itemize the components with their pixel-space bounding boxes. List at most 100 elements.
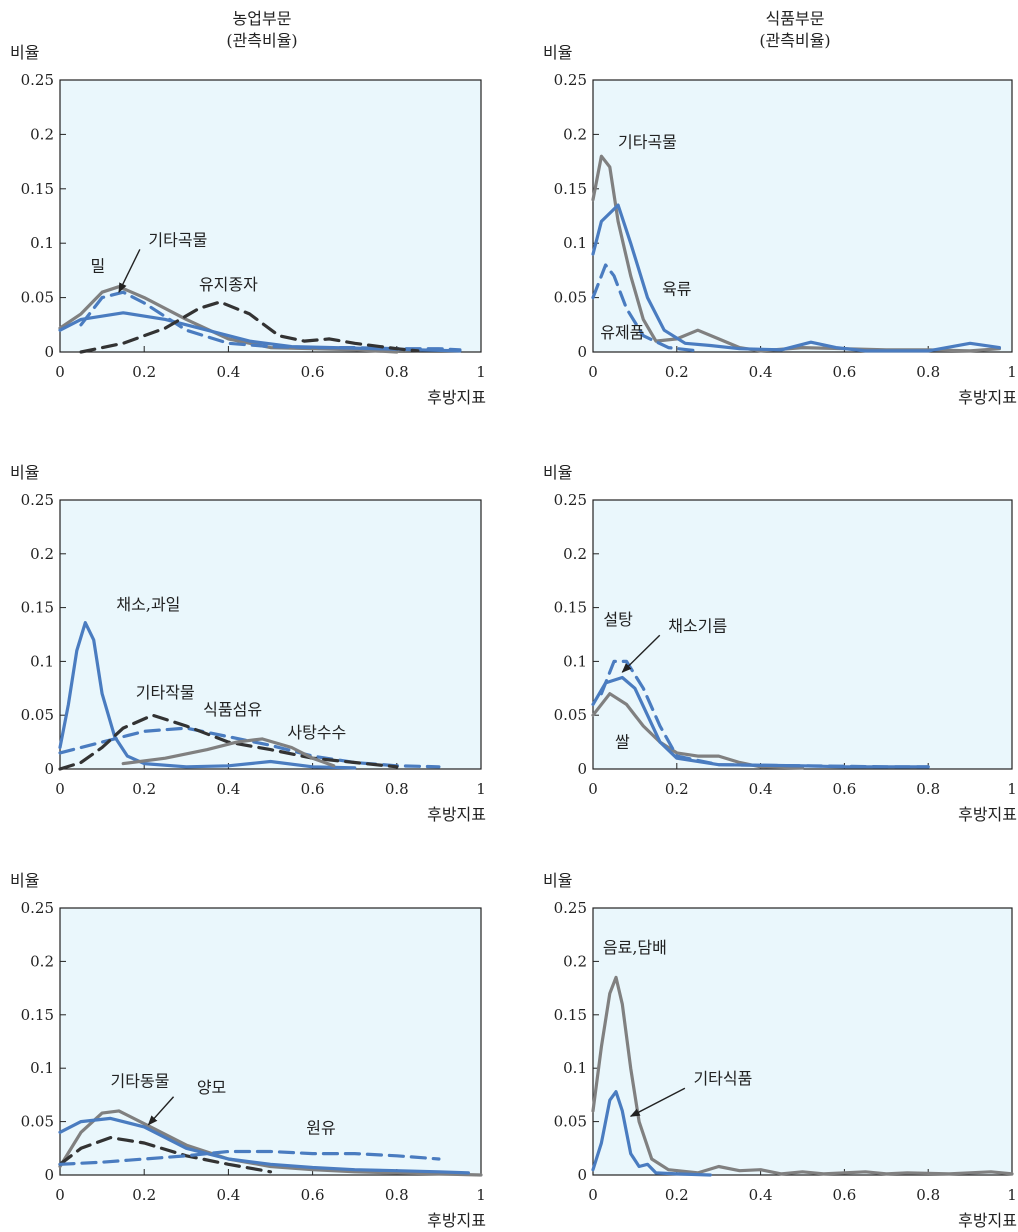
y-axis-label: 비율 [10,463,39,482]
series-line-1 [591,975,1014,1176]
y-tick-label: 0.1 [563,234,587,252]
y-tick-label: 0.15 [21,1006,54,1024]
series-line-2 [58,1116,470,1175]
x-tick-label: 0.2 [132,780,156,798]
y-axis-label: 비율 [543,871,572,890]
x-axis-label: 후방지표 [427,1211,486,1230]
y-tick-label: 0 [577,343,587,361]
y-tick-label: 0.05 [21,1113,54,1131]
y-tick-label: 0 [44,343,54,361]
series-line-3 [58,1136,273,1174]
column-subtitle-left: (관측비율) [226,31,297,50]
x-tick-label: 1 [476,363,486,381]
series-line-4 [79,300,420,354]
x-axis-label: 후방지표 [427,388,486,407]
x-tick-label: 1 [1007,1186,1017,1204]
x-tick-label: 1 [1007,363,1017,381]
x-tick-label: 0 [588,780,598,798]
plot-area [59,499,482,770]
x-tick-label: 0.2 [665,780,689,798]
annotation-arrow [118,249,141,294]
x-tick-label: 1 [476,780,486,798]
x-tick-label: 0.2 [132,1186,156,1204]
y-tick-label: 0.05 [554,1113,587,1131]
x-tick-label: 0.6 [301,363,325,381]
plot-area [59,79,482,353]
x-tick-label: 0.6 [832,1186,856,1204]
x-tick-label: 0.8 [385,780,409,798]
x-axis-label: 후방지표 [958,1211,1017,1230]
x-tick-label: 0.2 [132,363,156,381]
annotation-label: 기타곡물 [618,132,677,151]
y-tick-label: 0.15 [554,599,587,617]
annotation-label: 기타식품 [693,1069,752,1088]
plot-area [592,499,1013,770]
series-line-4 [121,737,336,768]
y-axis-label: 비율 [543,463,572,482]
y-axis-label: 비율 [10,871,39,890]
y-tick-label: 0.05 [554,706,587,724]
y-tick-label: 0.1 [563,652,587,670]
series-line-3 [79,290,462,352]
x-tick-label: 0.4 [749,780,773,798]
x-tick-label: 0 [55,363,65,381]
annotation-label: 쌀 [615,732,630,751]
x-tick-label: 0.4 [216,780,240,798]
y-tick-label: 0.05 [21,289,54,307]
annotation-label: 원유 [306,1118,335,1137]
annotation-label: 유제품 [600,323,644,342]
annotation-label: 채소,과일 [116,595,180,614]
plot-area [59,907,482,1176]
annotation-label: 기타곡물 [148,230,207,249]
x-tick-label: 0.8 [916,363,940,381]
y-tick-label: 0.25 [554,71,587,89]
x-tick-label: 0 [588,363,598,381]
x-tick-label: 0.6 [301,780,325,798]
x-tick-label: 0.8 [385,363,409,381]
x-tick-label: 0.8 [916,1186,940,1204]
x-tick-label: 0.4 [749,1186,773,1204]
y-tick-label: 0 [44,1166,54,1184]
annotation-label: 기타동물 [111,1071,170,1090]
y-tick-label: 0.2 [563,545,587,563]
y-tick-label: 0 [577,760,587,778]
series-line-3 [591,263,700,353]
y-tick-label: 0.2 [30,125,54,143]
y-tick-label: 0.25 [21,899,54,917]
x-tick-label: 0.4 [216,363,240,381]
y-tick-label: 0.05 [554,289,587,307]
y-axis-label: 비율 [543,43,572,62]
y-tick-label: 0.1 [563,1059,587,1077]
annotation-label: 유지종자 [199,275,258,294]
x-tick-label: 0.6 [301,1186,325,1204]
annotation-label: 기타작물 [136,683,195,702]
x-tick-label: 1 [476,1186,486,1204]
column-subtitle-right: (관측비율) [759,31,830,50]
x-axis-label: 후방지표 [958,805,1017,824]
y-tick-label: 0.05 [21,706,54,724]
x-tick-label: 0 [55,1186,65,1204]
series-line-2 [591,1090,712,1177]
y-tick-label: 0.25 [554,899,587,917]
y-tick-label: 0.25 [21,71,54,89]
y-tick-label: 0.2 [30,952,54,970]
x-tick-label: 0.6 [832,363,856,381]
y-tick-label: 0.1 [30,1059,54,1077]
annotation-label: 설탕 [603,610,633,629]
annotation-label: 양모 [197,1078,226,1097]
series-line-3 [599,659,930,769]
y-tick-label: 0.15 [21,180,54,198]
y-tick-label: 0 [577,1166,587,1184]
annotation-label: 식품섬유 [203,700,262,719]
x-tick-label: 0 [55,780,65,798]
y-tick-label: 0.1 [30,234,54,252]
x-tick-label: 0.2 [665,1186,689,1204]
x-tick-label: 0.4 [749,363,773,381]
annotation-label: 채소기름 [668,616,727,635]
annotation-arrow [147,1096,175,1126]
